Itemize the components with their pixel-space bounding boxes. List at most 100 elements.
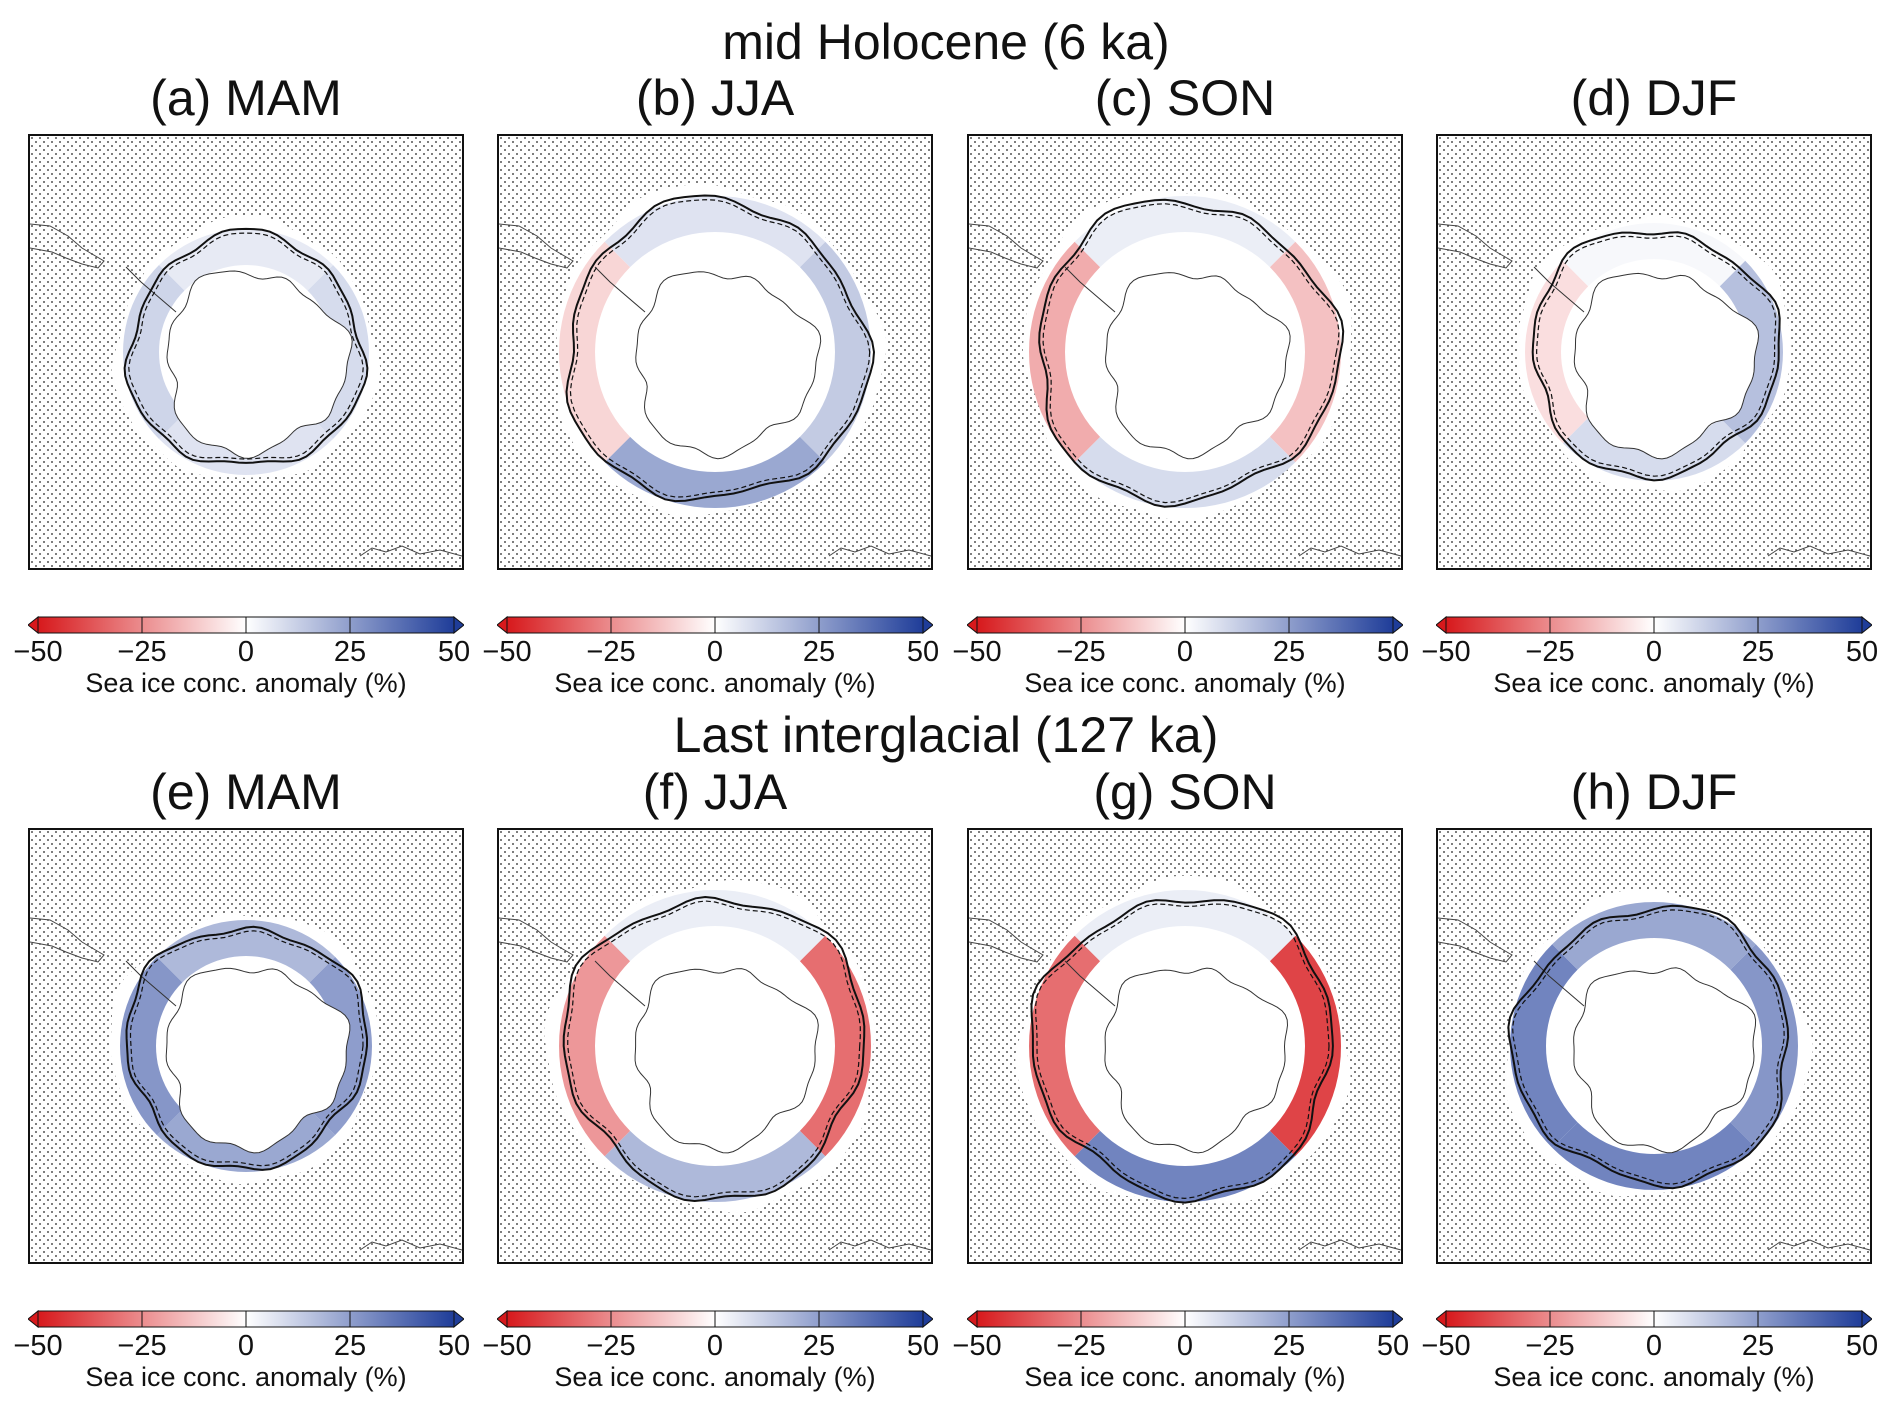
south-america-coast [1438,223,1513,269]
colorbar-tick-label: 50 [906,1330,940,1362]
colorbar-tick-label: −25 [117,636,167,668]
colorbar-min-arrow [1436,1310,1447,1328]
southern-landmass-coast [1298,545,1401,557]
colorbar-max-arrow [1392,616,1403,634]
map-panel-h [1436,828,1872,1264]
sea-ice-edge-dashed [128,232,364,460]
colorbar-max-arrow [1861,1310,1872,1328]
colorbar-min-arrow [497,616,508,634]
colorbar-min-arrow [967,1310,978,1328]
colorbar-tick-label: −25 [586,1330,636,1362]
sea-ice-edge-solid [1507,904,1790,1190]
peninsula-outline [1064,266,1116,313]
antarctica-outline [1105,272,1291,460]
colorbar-tick-label: −25 [586,636,636,668]
south-america-coast [30,917,105,963]
peninsula-outline [594,266,646,313]
sea-ice-edge-dashed [1511,909,1785,1185]
map-svg [1438,830,1870,1262]
colorbar-tick-label: 50 [1845,1330,1879,1362]
colorbar-svg [497,616,933,634]
colorbar-tick-label: 0 [1645,636,1663,668]
anomaly-segment-north [604,890,826,962]
antarctica-outline [1573,272,1760,460]
southern-landmass-coast [359,545,462,557]
colorbar-label: Sea ice conc. anomaly (%) [85,1362,407,1392]
colorbar-tick-label: 0 [237,1330,255,1362]
colorbar-tick-label: 50 [1376,1330,1410,1362]
map-panel-c [967,134,1403,570]
colorbar-tick-label: 25 [333,636,367,668]
colorbar-svg [497,1310,933,1328]
colorbar-tick-label: −50 [13,636,63,668]
colorbar-svg [967,616,1403,634]
anomaly-segment-east [1269,935,1341,1157]
sea-ice-edge-dashed [1034,903,1330,1200]
colorbar-tick-label: 0 [237,636,255,668]
sea-ice-edge-solid [1531,231,1781,482]
antarctica-outline [166,270,353,459]
antarctica-outline [1104,967,1289,1154]
anomaly-segment-west [1510,944,1578,1148]
colorbar-tick-label: 0 [706,636,724,668]
colorbar-svg [1436,1310,1872,1328]
colorbar-tick-label: −50 [1421,1330,1471,1362]
map-panel-e [28,828,464,1264]
colorbar-tick-label: −50 [1421,636,1471,668]
colorbar-min-arrow [497,1310,508,1328]
colorbar-label: Sea ice conc. anomaly (%) [554,668,876,698]
antarctica-outline [635,271,822,460]
colorbar-max-arrow [1861,616,1872,634]
colorbar-svg [28,1310,464,1328]
colorbar-tick-label: −50 [13,1330,63,1362]
southern-landmass-coast [1767,1239,1870,1251]
south-america-coast [499,917,574,963]
map-panel-a [28,134,464,570]
colorbar-tick-label: 25 [802,636,836,668]
colorbar-label: Sea ice conc. anomaly (%) [85,668,407,698]
sea-ice-edge-dashed [569,199,871,498]
anomaly-segment-south [1074,436,1296,508]
south-america-coast [499,223,574,269]
panel-title-g: (g) SON [1093,764,1277,820]
anomaly-segment-south [1552,1122,1756,1190]
peninsula-outline [1064,960,1116,1007]
colorbar-label: Sea ice conc. anomaly (%) [1024,668,1346,698]
anomaly-segment-west [559,935,631,1157]
peninsula-outline [1533,266,1585,313]
colorbar-max-arrow [453,1310,464,1328]
colorbar-tick-label: 50 [1376,636,1410,668]
panel-title-c: (c) SON [1094,70,1276,126]
anomaly-segment-west [1525,260,1589,444]
map-svg [30,830,462,1262]
sea-ice-edge-dashed [567,900,861,1198]
colorbar-svg [28,616,464,634]
map-svg [499,830,931,1262]
sea-ice-edge-solid [562,895,866,1203]
colorbar-tick-label: 50 [1845,636,1879,668]
anomaly-segment-east [799,241,871,463]
map-svg [1438,136,1870,568]
map-panel-f [497,828,933,1264]
colorbar-svg [1436,616,1872,634]
southern-landmass-coast [828,545,931,557]
colorbar-tick-label: 25 [333,1330,367,1362]
colorbar-tick-label: 25 [1741,1330,1775,1362]
map-panel-b [497,134,933,570]
colorbar-max-arrow [922,1310,933,1328]
peninsula-outline [125,266,177,313]
colorbar-tick-label: 0 [706,1330,724,1362]
colorbar-tick-label: −25 [1525,636,1575,668]
sea-ice-edge-dashed [1042,203,1340,504]
colorbar-svg [967,1310,1403,1328]
sea-ice-edge-solid [123,227,369,464]
sea-ice-edge-solid [125,925,368,1171]
antarctica-outline [1573,967,1757,1154]
anomaly-segment-east [1269,241,1341,463]
south-america-coast [1438,917,1513,963]
colorbar-label: Sea ice conc. anomaly (%) [1493,668,1815,698]
map-svg [969,830,1401,1262]
peninsula-outline [1533,960,1585,1007]
sea-ice-edge-solid [1030,899,1334,1204]
colorbar-tick-label: 0 [1645,1330,1663,1362]
